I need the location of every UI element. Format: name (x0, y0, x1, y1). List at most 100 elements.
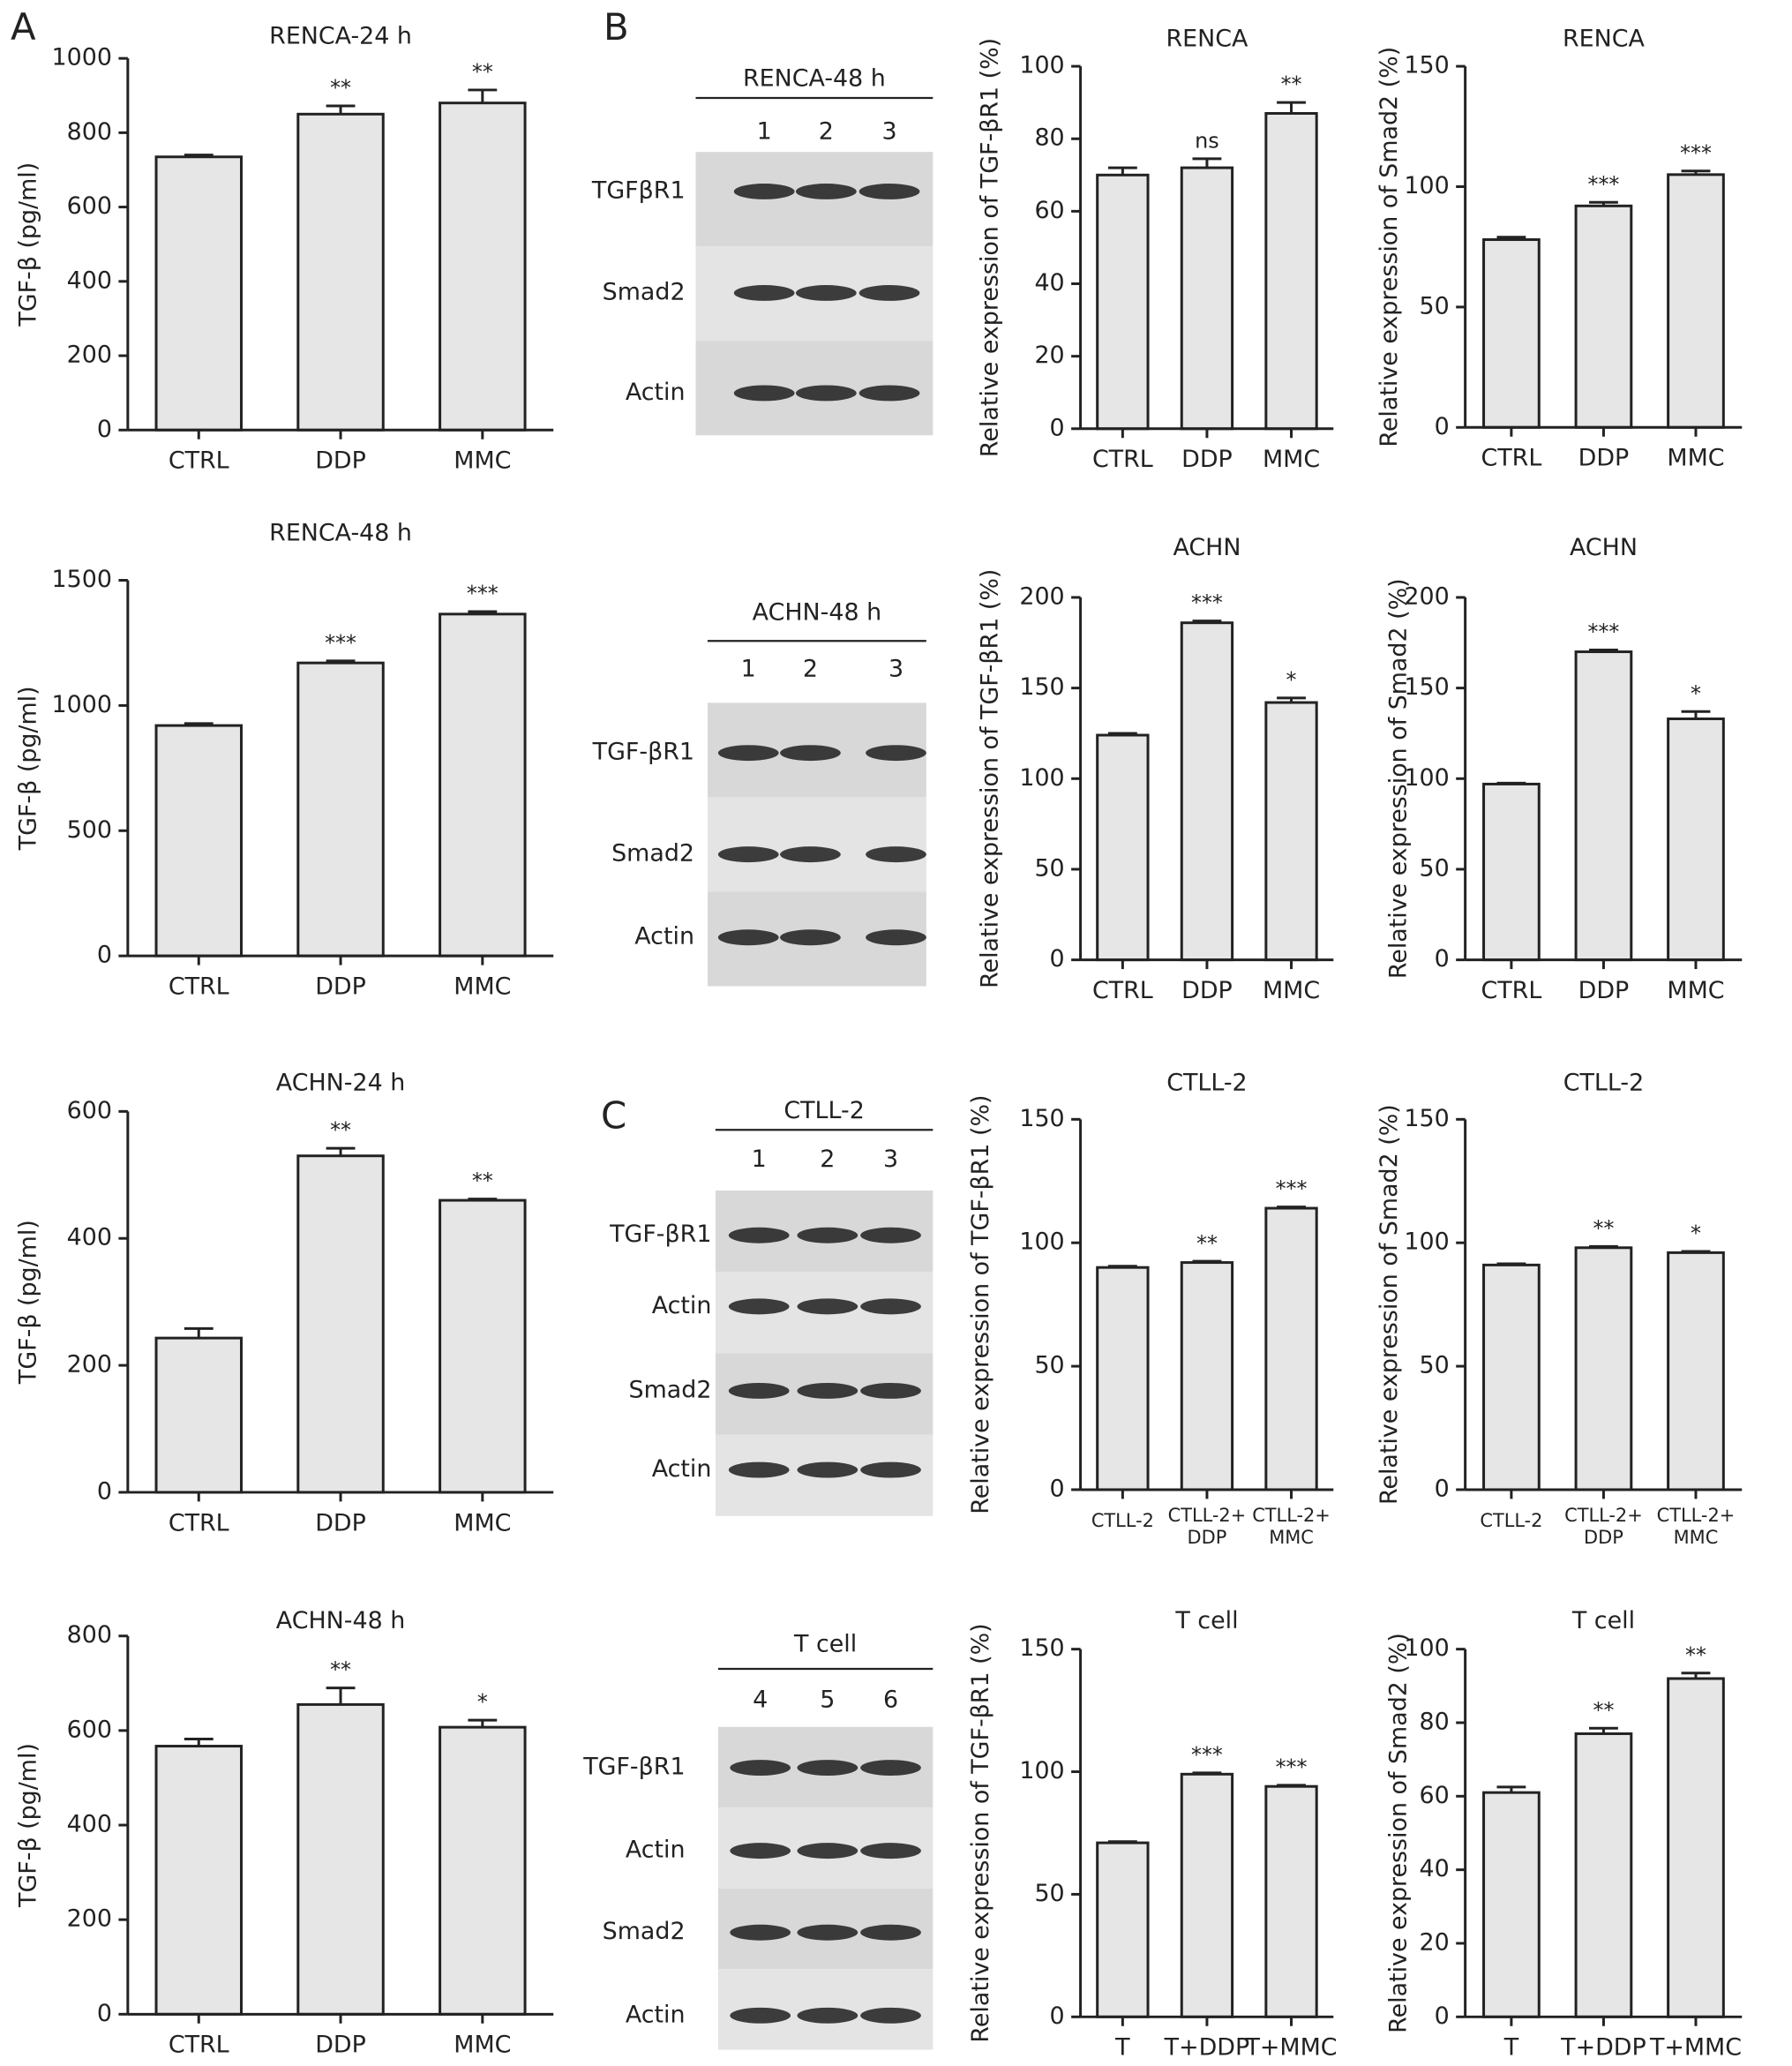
x-tick-label: CTRL (1092, 446, 1153, 473)
bar (1180, 621, 1234, 962)
x-tick-label: CTLL-2 (1091, 1510, 1154, 1531)
x-tick-label: DDP (315, 447, 366, 475)
y-tick-label: 200 (67, 1351, 112, 1379)
blot-band (780, 846, 841, 863)
lane-label: 4 (753, 1686, 768, 1713)
bar (439, 1725, 527, 2016)
y-tick-label: 50 (1034, 1352, 1064, 1379)
bar (154, 724, 243, 958)
y-tick-label: 0 (1050, 945, 1065, 973)
label-line: DDP (1188, 1527, 1227, 1548)
blot-row-label: Smad2 (603, 1918, 686, 1945)
y-axis-label: TGF-β (pg/ml) (14, 686, 41, 851)
bar (154, 1745, 243, 2016)
blot-band (797, 1461, 859, 1478)
bar (154, 155, 243, 432)
y-tick-label: 500 (67, 816, 112, 844)
y-tick-label: 0 (1050, 2002, 1065, 2030)
blot-band (797, 1298, 859, 1315)
significance-label: *** (325, 630, 356, 655)
y-tick-label: 100 (1404, 172, 1449, 199)
label-line: DDP (1584, 1527, 1623, 1548)
y-tick-label: 150 (1019, 1634, 1064, 1662)
bar (1574, 650, 1633, 962)
x-tick-label: CTRL (169, 1509, 229, 1536)
blot-band (796, 285, 857, 301)
blot-row-label: Smad2 (629, 1376, 712, 1403)
significance-label: * (1691, 1221, 1701, 1246)
y-axis-label: Relative expression of Smad2 (%) (1384, 1633, 1412, 2033)
significance-label: *** (1191, 590, 1223, 615)
blot-row-label: Actin (626, 1837, 686, 1864)
y-tick-label: 150 (1404, 1105, 1449, 1132)
significance-label: *** (467, 582, 499, 606)
y-tick-label: 200 (1019, 582, 1064, 610)
significance-label: ** (1593, 1698, 1615, 1723)
lane-label: 2 (820, 1146, 835, 1173)
y-tick-label: 0 (97, 1477, 112, 1505)
y-tick-label: 400 (67, 267, 112, 294)
y-axis-label: Relative expression of Smad2 (%) (1376, 47, 1403, 447)
x-tick-label: CTLL-2+ MMC (1252, 1505, 1331, 1548)
y-tick-label: 20 (1420, 1928, 1450, 1956)
label-line: CTLL-2+ (1657, 1505, 1736, 1526)
y-tick-label: 100 (1019, 1757, 1064, 1784)
x-tick-label: MMC (1667, 445, 1724, 472)
y-tick-label: 100 (1019, 1228, 1064, 1256)
x-tick-label: MMC (454, 447, 511, 475)
y-tick-label: 40 (1034, 269, 1064, 297)
lane-label: 3 (889, 656, 903, 683)
blot-strip (695, 152, 933, 247)
blot-band (859, 184, 920, 199)
significance-label: * (1286, 667, 1297, 692)
significance-label: ns (1195, 128, 1219, 153)
x-tick-label: DDP (1578, 445, 1630, 472)
y-tick-label: 600 (67, 1716, 112, 1743)
y-tick-label: 0 (1435, 945, 1450, 973)
y-tick-label: 20 (1034, 342, 1064, 369)
label-line: CTLL-2+ (1564, 1505, 1643, 1526)
y-tick-label: 100 (1404, 1228, 1449, 1256)
significance-label: ** (1685, 1642, 1706, 1667)
blot-band (797, 2007, 859, 2024)
blot-title: T cell (793, 1631, 857, 1658)
y-tick-label: 0 (1050, 1475, 1065, 1502)
y-tick-label: 100 (1019, 764, 1064, 792)
lane-label: 2 (819, 117, 834, 145)
x-tick-label: T (1503, 2034, 1519, 2062)
x-tick-label: CTRL (169, 2032, 229, 2059)
bar (296, 1154, 385, 1494)
y-tick-label: 150 (1019, 673, 1064, 701)
significance-label: ** (330, 1118, 351, 1143)
y-tick-label: 50 (1420, 292, 1450, 319)
significance-label: * (1691, 681, 1701, 706)
significance-label: *** (1276, 1176, 1308, 1201)
blot-band (860, 1227, 921, 1243)
significance-label: *** (1588, 172, 1620, 197)
bar (1096, 1841, 1150, 2018)
blot-band (733, 385, 795, 402)
x-tick-label: T (1114, 2034, 1130, 2062)
y-tick-label: 0 (97, 942, 112, 969)
chart-title: T cell (1174, 1607, 1238, 1634)
blot-band (797, 1227, 859, 1243)
bar (439, 612, 527, 958)
significance-label: *** (1276, 1754, 1308, 1779)
y-axis-label: Relative expression of TGF-βR1 (%) (967, 1623, 994, 2042)
y-axis-label: Relative expression of TGF-βR1 (%) (977, 569, 1004, 988)
x-tick-label: T+MMC (1244, 2034, 1337, 2062)
blot-row-label: Actin (626, 2001, 686, 2028)
bar (1096, 173, 1150, 431)
x-tick-label: CTRL (1092, 977, 1153, 1004)
chart-title: RENCA-48 h (269, 520, 412, 547)
bar (154, 1336, 243, 1494)
blot-band (866, 846, 926, 863)
y-tick-label: 150 (1404, 673, 1449, 701)
lane-label: 5 (820, 1686, 835, 1713)
bar (1096, 733, 1150, 962)
bar (1667, 717, 1725, 962)
blot-row-label: Actin (652, 1292, 712, 1319)
blot-band (859, 385, 920, 402)
blot-band (717, 745, 779, 762)
